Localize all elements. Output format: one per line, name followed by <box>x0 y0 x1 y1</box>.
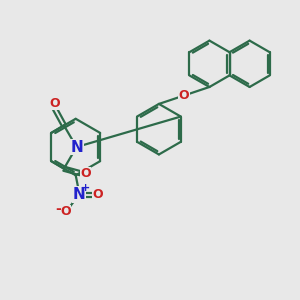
Text: O: O <box>60 205 70 218</box>
Text: +: + <box>81 183 90 193</box>
Text: O: O <box>49 97 60 110</box>
Text: O: O <box>93 188 103 201</box>
Text: O: O <box>179 89 190 102</box>
Text: N: N <box>72 187 85 202</box>
Text: -: - <box>55 202 61 216</box>
Text: O: O <box>80 167 91 180</box>
Text: N: N <box>70 140 83 154</box>
